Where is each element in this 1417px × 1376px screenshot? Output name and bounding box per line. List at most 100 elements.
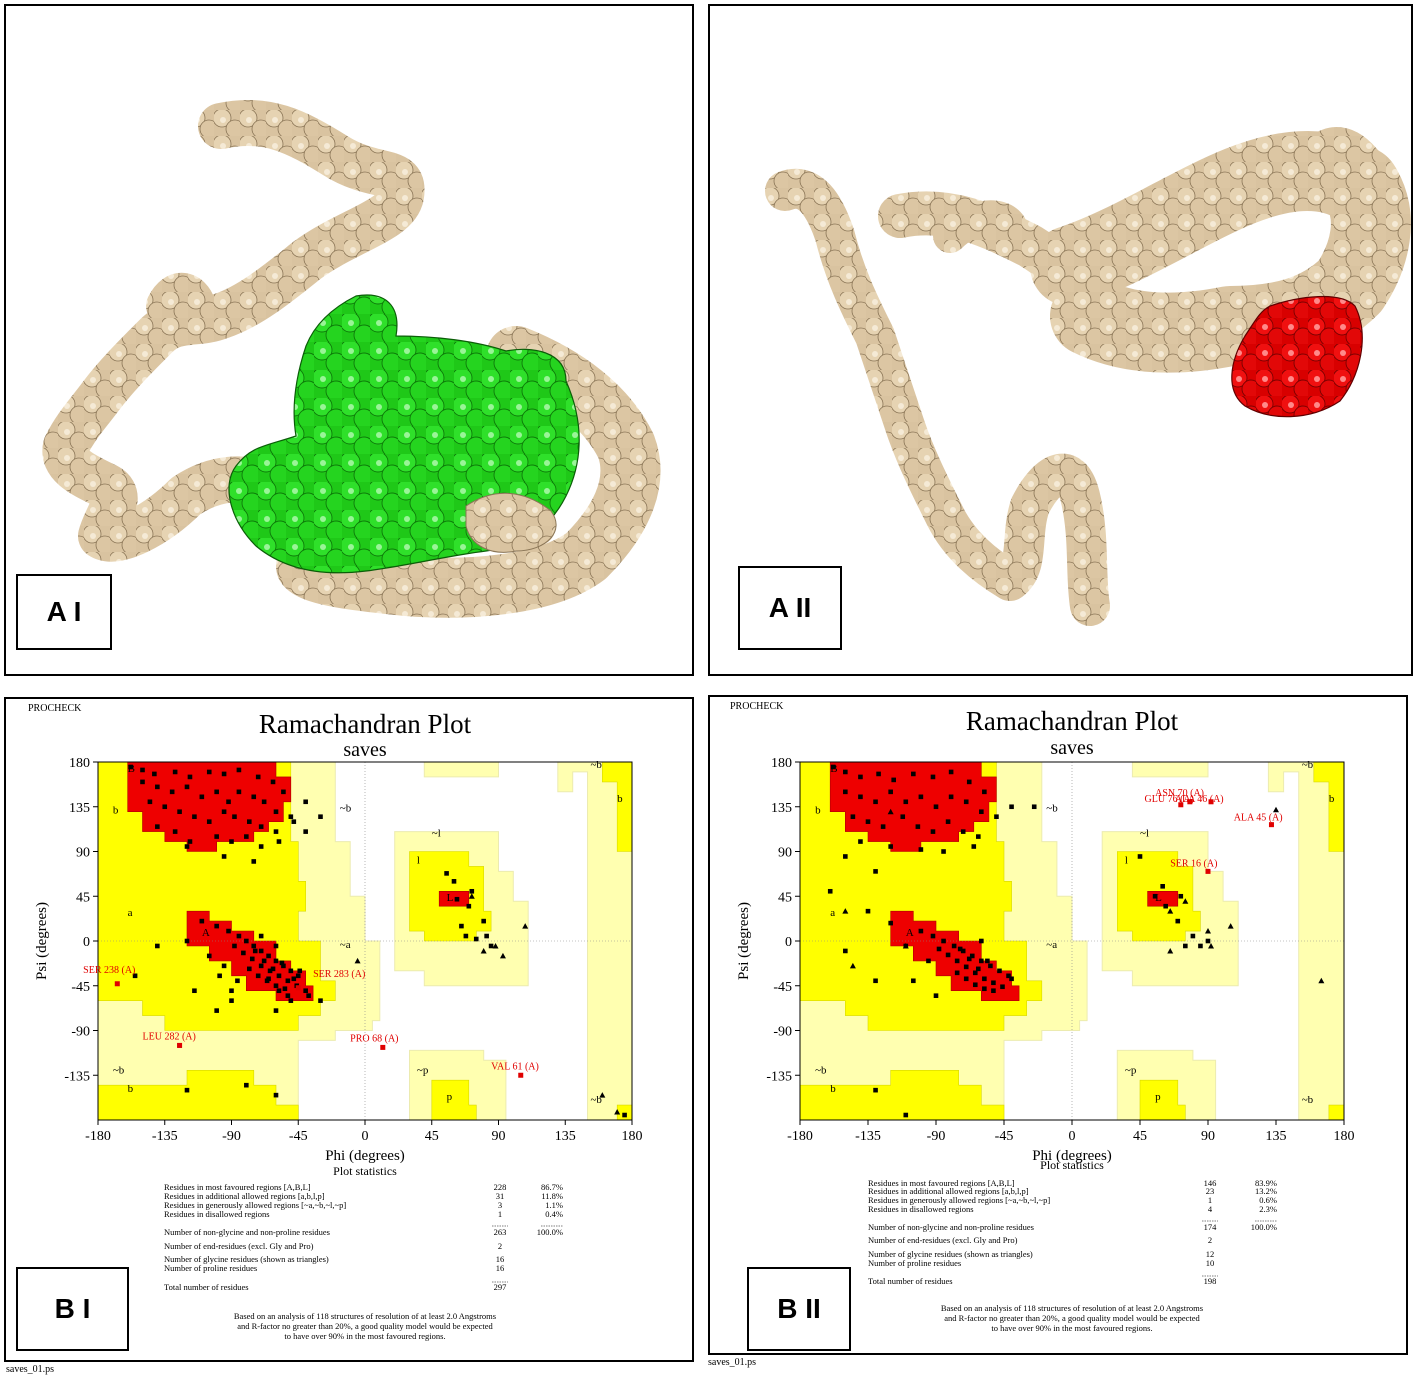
residue-marker — [247, 819, 252, 824]
residue-marker — [172, 769, 178, 775]
residue-marker — [147, 799, 153, 805]
residue-marker — [303, 829, 308, 834]
residue-marker — [994, 814, 999, 819]
residue-marker — [827, 888, 833, 894]
stats-row-count: 174 — [1204, 1222, 1218, 1232]
residue-marker — [963, 976, 969, 982]
residue-marker — [184, 784, 190, 790]
residue-marker — [155, 784, 160, 790]
outlier-marker — [1187, 799, 1193, 805]
glycine-marker — [1318, 977, 1325, 984]
x-tick-label: -90 — [927, 1129, 946, 1144]
residue-marker — [930, 829, 936, 834]
residue-marker — [279, 960, 285, 966]
residue-marker — [843, 769, 848, 775]
residue-marker — [911, 978, 916, 984]
residue-markers — [827, 764, 1325, 1118]
region-label: b — [830, 1083, 836, 1095]
x-tick-label: 135 — [555, 1129, 576, 1144]
residue-marker — [276, 988, 282, 994]
glycine-marker — [522, 923, 529, 929]
residue-marker — [930, 774, 936, 780]
panel-a1: A I — [4, 4, 694, 676]
residue-marker — [192, 988, 197, 994]
y-tick-label: -90 — [71, 1025, 90, 1040]
stats-row-percent: 11.8% — [541, 1191, 563, 1201]
residue-marker — [251, 943, 257, 949]
glycine-marker — [902, 942, 909, 949]
residue-marker — [971, 844, 977, 849]
residue-marker — [982, 789, 987, 795]
residue-marker — [273, 1008, 279, 1013]
y-tick-label: 180 — [69, 756, 90, 771]
stats-note-line: Based on an analysis of 118 structures o… — [941, 1303, 1203, 1313]
residue-marker — [303, 988, 308, 994]
region-label: ~p — [417, 1064, 429, 1076]
stats-row-label: Residues in generously allowed regions [… — [868, 1195, 1050, 1205]
panel-b2: PROCHECK Ramachandran Plot saves -180 -135 -9… — [708, 695, 1408, 1355]
x-tick-label: -180 — [85, 1129, 111, 1144]
residue-marker — [933, 804, 939, 810]
residue-marker — [873, 869, 878, 874]
residue-marker — [945, 952, 951, 958]
y-tick-label: 180 — [771, 756, 792, 771]
residue-marker — [221, 963, 227, 969]
region-allowed-5 — [1328, 1104, 1345, 1121]
residue-marker — [933, 993, 939, 998]
region-label: b — [113, 805, 119, 817]
region-label: a — [830, 907, 835, 919]
residue-marker — [960, 948, 966, 954]
glycine-marker — [1273, 806, 1279, 813]
panel-label-b1: B I — [16, 1267, 129, 1351]
glycine-marker — [480, 947, 487, 954]
residue-marker — [236, 789, 242, 795]
outlier-label: SER 238 (A) — [83, 965, 135, 976]
stats-row-count: 2 — [498, 1241, 502, 1251]
residue-marker — [865, 819, 871, 824]
plot-subtitle: saves — [343, 739, 387, 761]
residue-marker — [463, 933, 469, 939]
residue-marker — [273, 983, 279, 989]
residue-marker — [291, 976, 297, 982]
residue-marker — [266, 953, 271, 959]
stats-note-line: to have over 90% in the most favoured re… — [284, 1331, 445, 1341]
residue-marker — [1198, 943, 1203, 949]
residue-marker — [276, 839, 282, 844]
residue-marker — [288, 968, 294, 974]
residue-marker — [966, 956, 972, 962]
residue-marker — [979, 938, 984, 944]
stats-row-count: 16 — [496, 1263, 505, 1273]
stats-row-percent: 0.6% — [1259, 1195, 1277, 1205]
residue-marker — [888, 844, 893, 849]
outlier-label: LEU 282 (A) — [143, 1031, 196, 1042]
residue-marker — [152, 771, 157, 777]
outlier-label: PRO 68 (A) — [350, 1033, 398, 1044]
residue-marker — [858, 839, 863, 844]
region-label: l — [417, 854, 420, 866]
residue-marker — [991, 988, 996, 994]
residue-marker — [132, 973, 138, 979]
glycine-marker — [354, 957, 361, 964]
residue-marker — [1205, 938, 1211, 944]
y-tick-label: 90 — [778, 846, 792, 861]
residue-marker — [858, 774, 863, 780]
residue-marker — [244, 834, 249, 839]
glycine-marker — [1182, 898, 1189, 904]
residue-marker — [236, 933, 242, 939]
region-label: b — [1329, 793, 1335, 805]
protein-surface-a2 — [765, 127, 1411, 626]
residue-marker — [945, 819, 951, 824]
residue-marker — [985, 958, 990, 964]
residue-marker — [444, 871, 449, 876]
residue-marker — [187, 839, 193, 844]
outlier-label: ASN 70 (A) — [1155, 788, 1204, 799]
residue-marker — [830, 764, 836, 770]
stats-row-percent: 2.3% — [1259, 1204, 1277, 1214]
residue-marker — [244, 938, 249, 944]
panel-label-a1: A I — [16, 574, 112, 650]
residue-marker — [251, 859, 257, 864]
residue-marker — [273, 1092, 279, 1098]
stats-row-label: Residues in additional allowed regions [… — [868, 1186, 1029, 1196]
region-label: L — [1155, 892, 1162, 904]
